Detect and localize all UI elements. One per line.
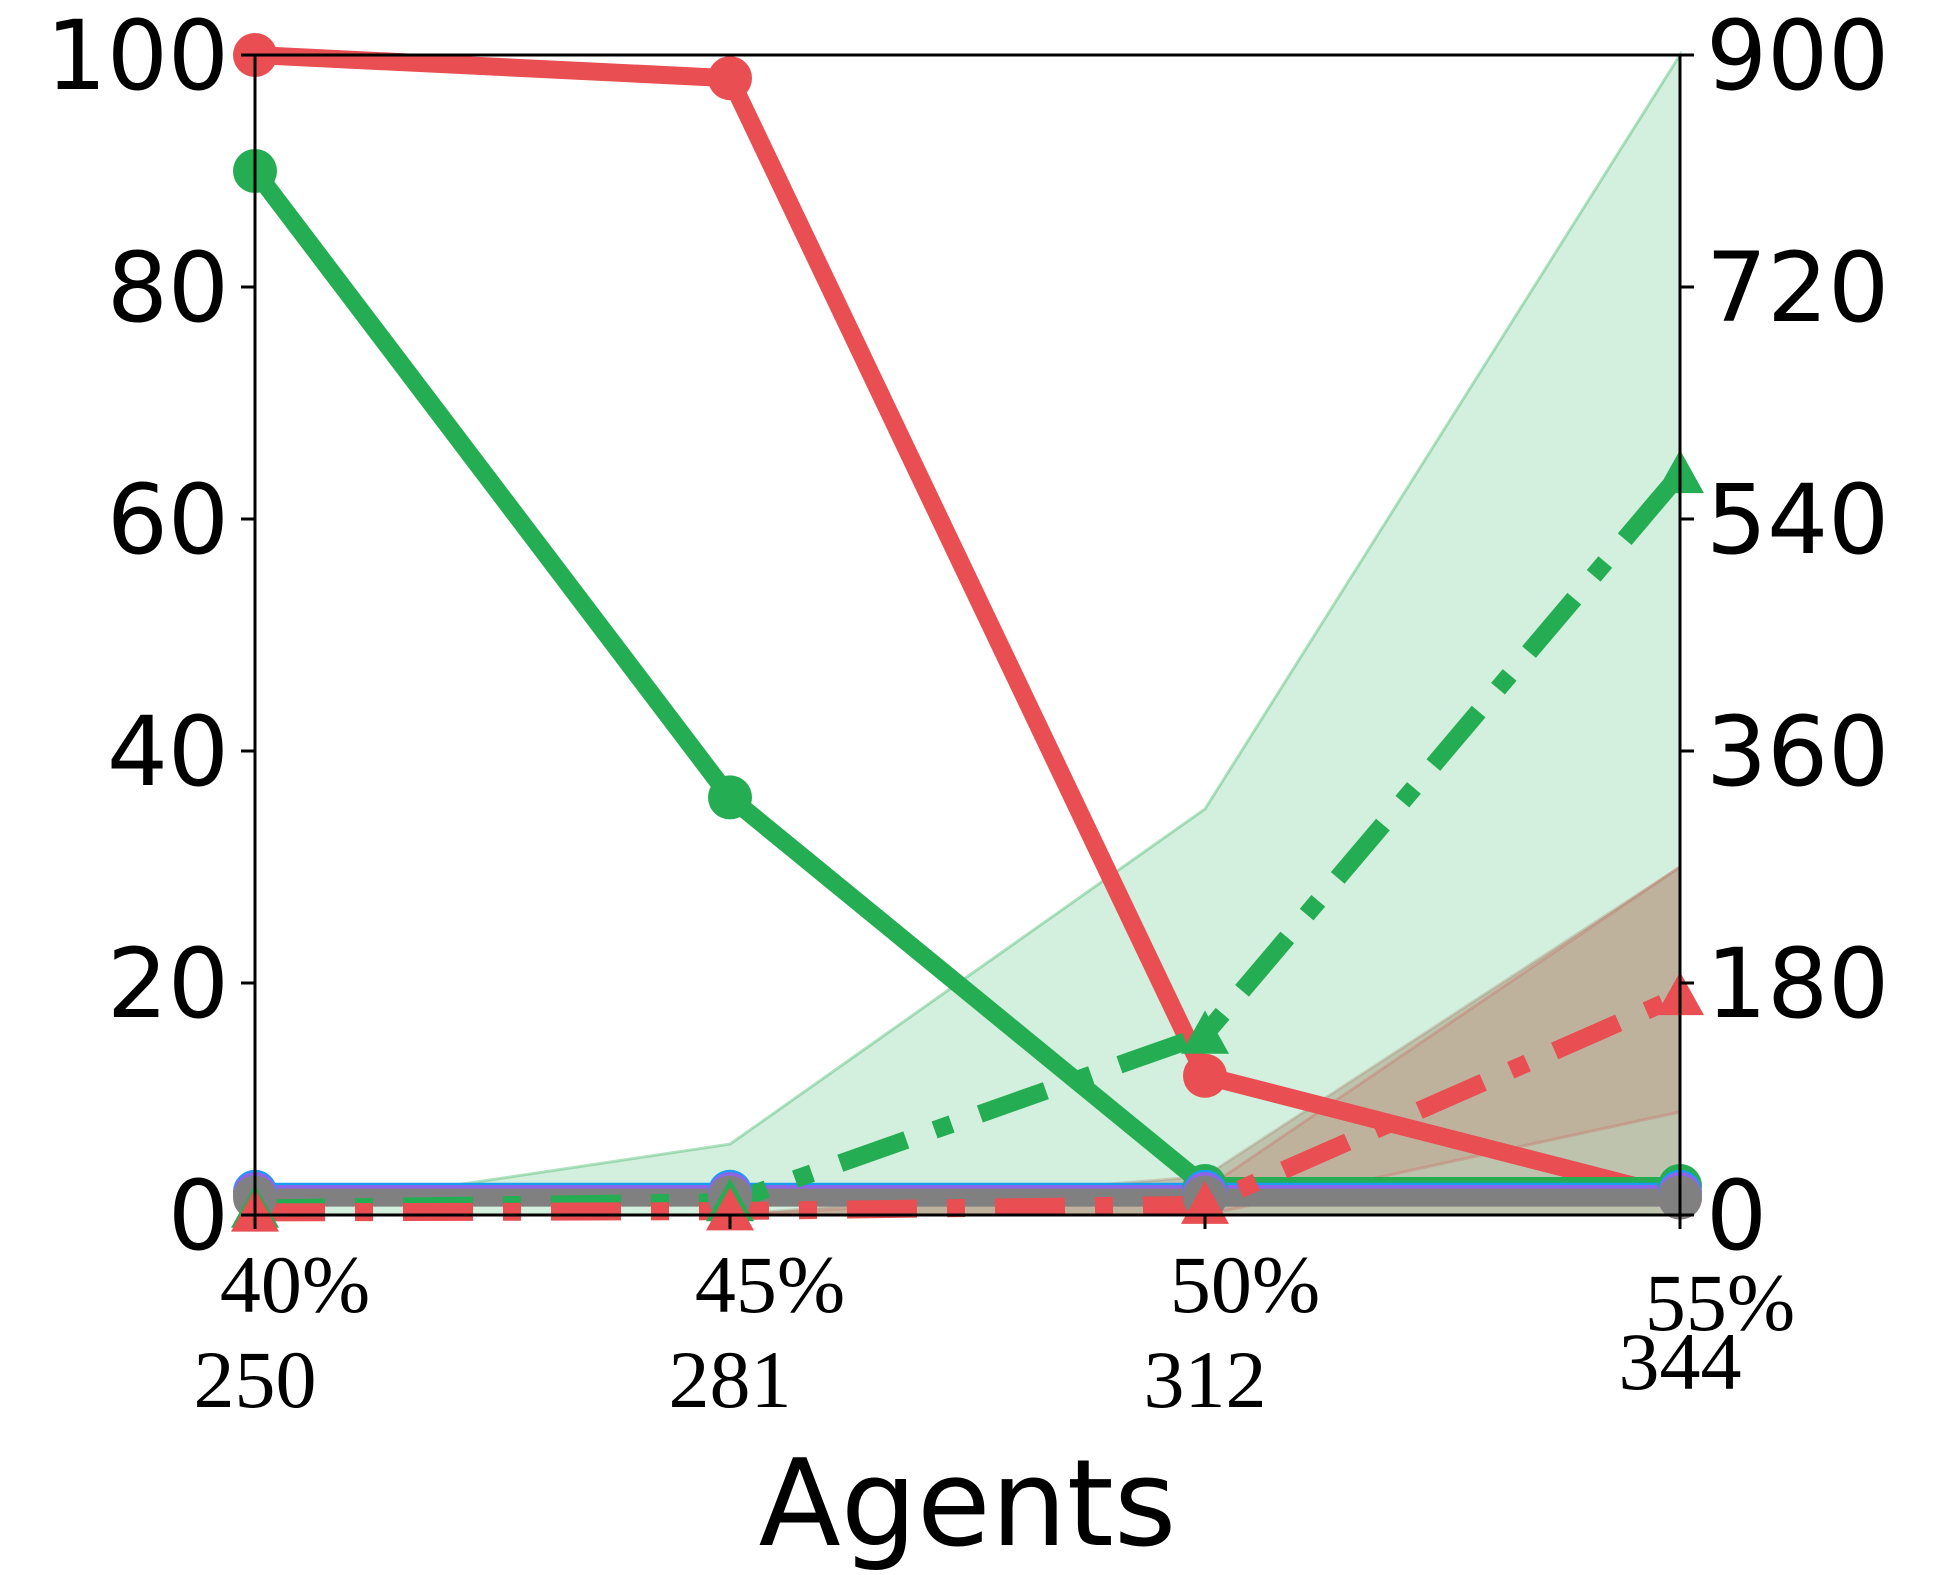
plot-frame (253, 53, 1682, 1217)
right-tick-label-1: 180 (1706, 928, 1889, 1040)
right-tick-label-3: 540 (1706, 464, 1889, 576)
x-tick-pct-0: 40% (220, 1239, 370, 1330)
point-series-6-2 (1181, 1180, 1229, 1224)
line-series-0 (254, 46, 1683, 1207)
confidence-bands (254, 49, 1682, 1217)
point-series-5-2 (1181, 1010, 1229, 1054)
point-series-0-1 (708, 56, 752, 101)
right-tick-label-2: 360 (1706, 696, 1889, 808)
right-tick-label-0: 0 (1706, 1160, 1767, 1272)
right-tick-label-4: 720 (1706, 232, 1889, 344)
point-series-0-2 (1183, 1053, 1227, 1098)
x-tick-count-0: 250 (194, 1334, 317, 1425)
left-y-axis: 0 20 40 60 80 100 (46, 0, 255, 1272)
x-tick-count-2: 312 (1144, 1334, 1267, 1425)
series-markers (231, 33, 1704, 1232)
x-tick-count-1: 281 (669, 1334, 792, 1425)
left-tick-label-1: 20 (107, 928, 229, 1040)
left-tick-label-3: 60 (107, 464, 229, 576)
left-tick-label-2: 40 (107, 696, 229, 808)
x-axis-title: Agents (759, 1435, 1177, 1574)
left-tick-label-0: 0 (168, 1160, 229, 1272)
right-tick-label-5: 900 (1706, 0, 1889, 112)
x-tick-pct-1: 45% (695, 1239, 845, 1330)
right-y-axis: 0 180 360 540 720 900 (1680, 0, 1889, 1272)
point-series-6-1 (706, 1187, 754, 1231)
series-lines (247, 46, 1687, 1222)
x-tick-count-3: 344 (1619, 1316, 1742, 1407)
point-series-1-1 (708, 775, 752, 820)
line-series-5 (254, 468, 1687, 1218)
line-series-6 (254, 987, 1684, 1222)
x-axis: 40%250 45%281 50%312 55%344 (194, 1215, 1795, 1425)
x-tick-pct-3: 55% (1645, 1257, 1795, 1348)
left-tick-label-5: 100 (46, 0, 229, 112)
x-tick-pct-2: 50% (1170, 1239, 1320, 1330)
left-tick-label-4: 80 (107, 232, 229, 344)
